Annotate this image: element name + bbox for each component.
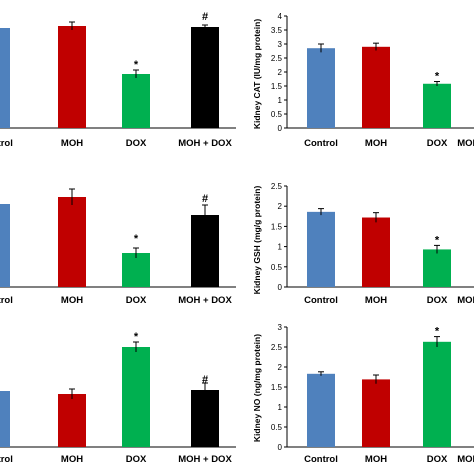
category-label: Control — [0, 454, 13, 465]
chart-panel-4: 0 0.5 1 1.5 2 2.5 Kidney GSH (mg/g protein) Con… — [252, 182, 474, 306]
significance-mark: # — [202, 374, 208, 386]
chart-panel-1: Control MOH * DOX # MOH + DOX — [0, 11, 236, 149]
y-tick-label: 3 — [278, 40, 283, 49]
significance-mark: * — [435, 234, 440, 246]
y-tick-label: 3 — [278, 323, 283, 332]
bar-moh — [362, 379, 390, 447]
bar-control — [0, 204, 10, 287]
bar-control — [307, 48, 335, 129]
y-tick-label: 2.5 — [271, 182, 283, 191]
category-label: DOX — [126, 295, 147, 306]
significance-mark: * — [134, 331, 139, 343]
chart-panel-6: 0 0.5 1 1.5 2 2.5 3 Kidney NO (ng/mg protein) Co… — [252, 323, 474, 465]
bar-dox — [122, 74, 150, 128]
y-axis-label: Kidney CAT (IU/mg protein) — [252, 19, 262, 130]
y-tick-label: 1.5 — [271, 222, 283, 231]
category-label: Control — [304, 295, 338, 306]
y-tick-label: 3.5 — [271, 26, 283, 35]
category-label: MOH — [61, 138, 83, 149]
y-tick-label: 4 — [278, 12, 283, 21]
significance-mark: # — [202, 11, 208, 23]
category-label: MOH + DOX — [178, 295, 232, 306]
bar-moh_dox — [191, 215, 219, 287]
y-tick-label: 0 — [278, 283, 283, 292]
chart-panel-2: 0 0.5 1 1.5 2 2.5 3 3.5 4 Kidney CAT (IU/mg prote… — [252, 12, 474, 149]
category-label: DOX — [126, 138, 147, 149]
category-label: DOX — [427, 295, 448, 306]
bar-control — [0, 28, 10, 128]
y-tick-label: 2.5 — [271, 54, 283, 63]
significance-mark: # — [202, 193, 208, 205]
bar-dox — [423, 249, 451, 287]
category-label: MOH — [61, 295, 83, 306]
y-axis-label: Kidney NO (ng/mg protein) — [252, 334, 262, 442]
bar-moh — [58, 394, 86, 447]
y-tick-label: 2 — [278, 202, 283, 211]
bar-moh — [362, 217, 390, 287]
significance-mark: * — [134, 59, 139, 71]
category-label: MOH + DOX — [178, 138, 232, 149]
y-axis-label: Kidney GSH (mg/g protein) — [252, 186, 262, 295]
category-label: MOH + DOX — [457, 454, 474, 465]
y-tick-label: 2.5 — [271, 343, 283, 352]
bar-moh — [362, 46, 390, 128]
category-label: MOH — [61, 454, 83, 465]
chart-panel-5: Control MOH * DOX # MOH + DOX — [0, 331, 236, 465]
category-label: MOH + DOX — [178, 454, 232, 465]
y-tick-label: 0.5 — [271, 110, 283, 119]
category-label: MOH + DOX — [457, 138, 474, 149]
y-tick-label: 1 — [278, 403, 283, 412]
category-label: MOH — [365, 295, 387, 306]
category-label: Control — [304, 138, 338, 149]
y-tick-label: 0.5 — [271, 423, 283, 432]
bar-moh — [58, 197, 86, 287]
y-tick-label: 0 — [278, 124, 283, 133]
category-label: MOH — [365, 138, 387, 149]
bar-moh_dox — [191, 27, 219, 128]
y-tick-label: 2 — [278, 68, 283, 77]
bar-control — [0, 391, 10, 447]
bar-dox — [423, 341, 451, 447]
bar-control — [307, 211, 335, 287]
significance-mark: * — [435, 71, 440, 83]
significance-mark: * — [134, 233, 139, 245]
chart-panel-3: Control MOH * DOX # MOH + DOX — [0, 188, 236, 306]
category-label: MOH + DOX — [457, 295, 474, 306]
category-label: DOX — [126, 454, 147, 465]
category-label: MOH — [365, 454, 387, 465]
category-label: DOX — [427, 454, 448, 465]
y-tick-label: 0 — [278, 443, 283, 452]
category-label: Control — [304, 454, 338, 465]
bar-dox — [122, 253, 150, 287]
category-label: DOX — [427, 138, 448, 149]
significance-mark: * — [435, 326, 440, 338]
y-tick-label: 0.5 — [271, 263, 283, 272]
y-tick-label: 2 — [278, 363, 283, 372]
y-tick-label: 1 — [278, 96, 283, 105]
bar-dox — [423, 83, 451, 128]
y-tick-label: 1.5 — [271, 383, 283, 392]
y-tick-label: 1 — [278, 243, 283, 252]
category-label: Control — [0, 295, 13, 306]
bar-moh — [58, 26, 86, 128]
bar-control — [307, 373, 335, 447]
y-tick-label: 1.5 — [271, 82, 283, 91]
category-label: Control — [0, 138, 13, 149]
bar-dox — [122, 347, 150, 447]
bar-moh_dox — [191, 390, 219, 447]
